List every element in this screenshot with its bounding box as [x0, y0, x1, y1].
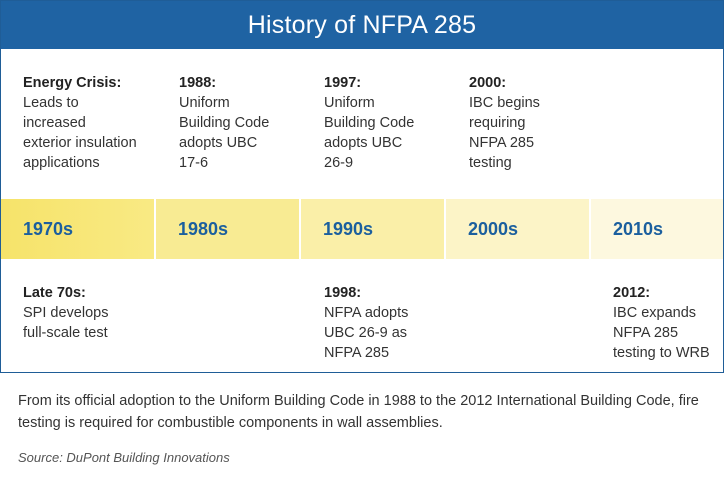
event-line: testing [469, 155, 512, 171]
event-line: testing to WRB [613, 345, 710, 361]
source-credit: Source: DuPont Building Innovations [18, 450, 230, 465]
timeline-panel: History of NFPA 285 Energy Crisis: Leads… [0, 0, 724, 373]
event-line: 17-6 [179, 155, 209, 171]
event-line: Leads to [23, 95, 79, 111]
decade-1980s: 1980s [156, 199, 301, 259]
event-line: adopts UBC [179, 135, 258, 151]
decade-band: 1970s 1980s 1990s 2000s 2010s [1, 199, 723, 259]
event-heading: Late 70s: [23, 285, 86, 301]
event-line: full-scale test [23, 325, 108, 341]
decade-2000s: 2000s [446, 199, 591, 259]
event-1997: 1997: Uniform Building Code adopts UBC 2… [324, 73, 464, 173]
event-heading: 2000: [469, 75, 507, 91]
event-line: IBC expands [613, 305, 697, 321]
event-heading: 1998: [324, 285, 362, 301]
decade-1990s: 1990s [301, 199, 446, 259]
page-title: History of NFPA 285 [1, 1, 723, 49]
event-heading: 2012: [613, 285, 651, 301]
event-heading: Energy Crisis: [23, 75, 122, 91]
event-line: applications [23, 155, 100, 171]
decade-2010s: 2010s [591, 199, 723, 259]
event-line: increased [23, 115, 86, 131]
event-line: UBC 26-9 as [324, 325, 408, 341]
event-heading: 1988: [179, 75, 217, 91]
event-line: Uniform [324, 95, 375, 111]
event-heading: 1997: [324, 75, 362, 91]
event-line: NFPA adopts [324, 305, 409, 321]
event-line: Building Code [324, 115, 415, 131]
event-line: SPI develops [23, 305, 109, 321]
event-line: adopts UBC [324, 135, 403, 151]
event-line: Building Code [179, 115, 270, 131]
event-line: NFPA 285 [613, 325, 679, 341]
event-late-70s: Late 70s: SPI develops full-scale test [23, 283, 163, 343]
event-1998: 1998: NFPA adopts UBC 26-9 as NFPA 285 [324, 283, 464, 363]
event-2012: 2012: IBC expands NFPA 285 testing to WR… [613, 283, 724, 363]
event-line: NFPA 285 [324, 345, 390, 361]
event-line: IBC begins [469, 95, 540, 111]
event-line: requiring [469, 115, 526, 131]
event-line: 26-9 [324, 155, 354, 171]
event-line: exterior insulation [23, 135, 137, 151]
event-2000: 2000: IBC begins requiring NFPA 285 test… [469, 73, 609, 173]
event-line: Uniform [179, 95, 230, 111]
event-energy-crisis: Energy Crisis: Leads to increased exteri… [23, 73, 163, 173]
event-line: NFPA 285 [469, 135, 535, 151]
decade-1970s: 1970s [1, 199, 156, 259]
event-1988: 1988: Uniform Building Code adopts UBC 1… [179, 73, 319, 173]
figure-caption: From its official adoption to the Unifor… [18, 393, 699, 431]
